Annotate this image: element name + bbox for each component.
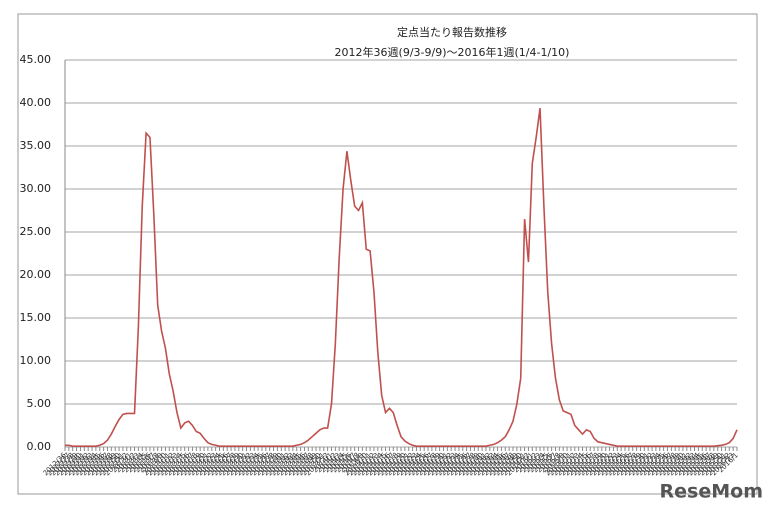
chart-title: 定点当たり報告数推移 (397, 25, 507, 39)
y-tick-label: 25.00 (20, 225, 52, 238)
chart-frame (17, 13, 758, 495)
y-tick-label: 15.00 (20, 311, 52, 324)
watermark: ReseMom (660, 481, 763, 503)
y-tick-label: 5.00 (27, 397, 52, 410)
data-line (65, 108, 738, 447)
y-tick-label: 0.00 (27, 440, 52, 453)
y-tick-label: 20.00 (20, 268, 52, 281)
y-tick-label: 10.00 (20, 354, 52, 367)
y-tick-label: 45.00 (20, 53, 52, 66)
y-tick-label: 35.00 (20, 139, 52, 152)
y-tick-label: 30.00 (20, 182, 52, 195)
y-tick-label: 40.00 (20, 96, 52, 109)
chart-subtitle: 2012年36週(9/3-9/9)～2016年1週(1/4-1/10) (335, 45, 570, 59)
